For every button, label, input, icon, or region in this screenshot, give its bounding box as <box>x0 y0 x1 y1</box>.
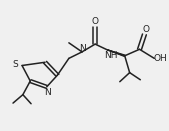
Text: S: S <box>12 60 18 69</box>
Text: O: O <box>92 17 99 26</box>
Text: N: N <box>44 88 51 97</box>
Text: N: N <box>79 44 85 53</box>
Text: O: O <box>143 25 150 34</box>
Text: OH: OH <box>154 54 167 63</box>
Text: NH: NH <box>104 51 117 60</box>
